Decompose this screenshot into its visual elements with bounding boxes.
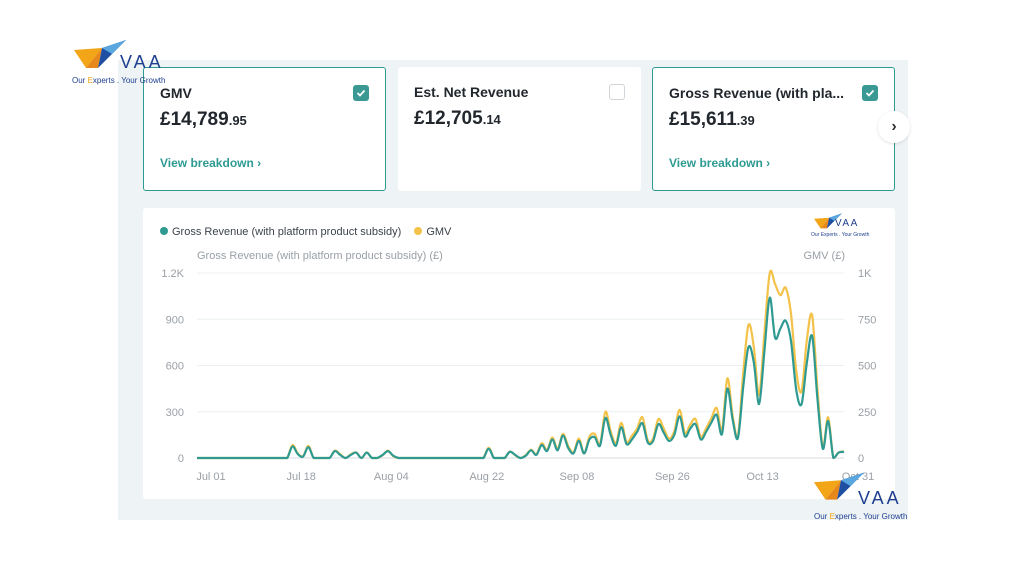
card-title: Gross Revenue (with pla... [669, 85, 845, 101]
vaa-logo-icon [814, 213, 842, 229]
x-tick-label: Aug 04 [374, 471, 409, 483]
card-title: GMV [160, 85, 192, 101]
view-breakdown-link[interactable]: View breakdown › [669, 156, 771, 170]
series-line-gross-revenue [196, 296, 845, 460]
logo-brand: VAA [835, 218, 859, 229]
logo-tagline: Our Experts . Your Growth [814, 512, 908, 521]
vaa-logo-icon [813, 472, 865, 500]
checkbox-checked[interactable] [353, 85, 369, 101]
legend-item-gross-revenue[interactable]: Gross Revenue (with platform product sub… [160, 226, 401, 238]
vaa-logo-top: VAA Our Experts . Your Growth [72, 38, 165, 85]
y-axis-title-right: GMV (£) [803, 250, 845, 262]
chart-card: Gross Revenue (with platform product sub… [143, 208, 895, 499]
metric-card-gmv[interactable]: GMV £14,789.95 View breakdown › [143, 67, 386, 191]
y-tick-label-right: 250 [858, 407, 876, 419]
y-tick-label-left: 900 [166, 314, 184, 326]
y-tick-label-left: 600 [166, 361, 184, 373]
logo-brand: VAA [120, 52, 164, 72]
checkbox-unchecked[interactable] [609, 84, 625, 100]
metric-card-gross-revenue[interactable]: Gross Revenue (with pla... £15,611.39 Vi… [652, 67, 895, 191]
y-tick-label-right: 1K [858, 268, 872, 280]
y-tick-label-left: 1.2K [161, 268, 184, 280]
x-tick-label: Jul 01 [196, 471, 225, 483]
card-value: £12,705.14 [414, 108, 501, 129]
card-title: Est. Net Revenue [414, 84, 529, 100]
y-axis-title-left: Gross Revenue (with platform product sub… [197, 250, 443, 262]
check-icon [865, 89, 875, 97]
card-value: £15,611.39 [669, 109, 755, 130]
next-cards-button[interactable]: › [878, 111, 910, 143]
legend-item-gmv[interactable]: GMV [414, 226, 451, 238]
checkbox-checked[interactable] [862, 85, 878, 101]
y-tick-label-left: 0 [178, 453, 184, 465]
x-tick-label: Oct 13 [746, 471, 778, 483]
series-line-gmv [196, 269, 845, 460]
metric-card-net-revenue[interactable]: Est. Net Revenue £12,705.14 [398, 67, 641, 191]
legend-dot [160, 227, 168, 235]
vaa-logo-chart: VAA Our Experts . Your Growth [811, 212, 869, 238]
check-icon [356, 89, 366, 97]
logo-brand: VAA [858, 488, 902, 508]
vaa-logo-icon [74, 40, 126, 68]
x-tick-label: Jul 18 [286, 471, 315, 483]
vaa-logo-bottom: VAA Our Experts . Your Growth [812, 470, 907, 521]
y-tick-label-right: 0 [858, 453, 864, 465]
x-tick-label: Sep 08 [559, 471, 594, 483]
x-tick-label: Aug 22 [469, 471, 504, 483]
y-tick-label-right: 750 [858, 314, 876, 326]
x-tick-label: Sep 26 [655, 471, 690, 483]
view-breakdown-link[interactable]: View breakdown › [160, 156, 262, 170]
logo-tagline: Our Experts . Your Growth [72, 76, 166, 85]
y-tick-label-left: 300 [166, 407, 184, 419]
logo-tagline: Our Experts . Your Growth [811, 232, 870, 238]
chart-legend: Gross Revenue (with platform product sub… [160, 226, 461, 238]
legend-dot [414, 227, 423, 235]
y-tick-label-right: 500 [858, 361, 876, 373]
card-value: £14,789.95 [160, 109, 247, 130]
